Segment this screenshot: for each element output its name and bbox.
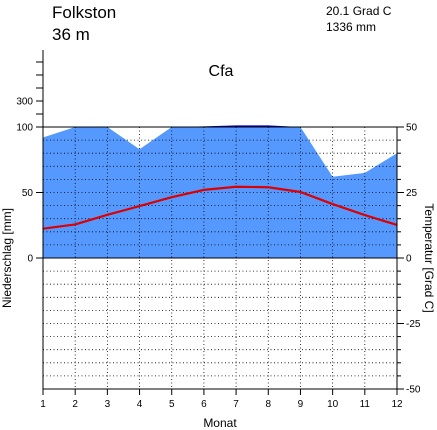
left-axis-title: Niederschlag [mm] [0,208,14,308]
temperature-point [332,203,334,205]
x-tick-label: 11 [360,399,371,410]
right-tick-label: -50 [406,385,421,396]
left-tick-label: 100 [16,123,33,134]
x-tick-label: 9 [298,399,304,410]
temperature-point [267,186,269,188]
station-name: Folkston [52,3,116,22]
precipitation-humid-area [43,127,397,258]
x-axis-title: Monat [203,416,237,430]
temperature-point [299,191,302,193]
left-tick-label: 300 [16,97,33,108]
temperature-point [171,196,173,198]
left-tick-label: 50 [22,188,34,199]
x-tick-label: 7 [233,399,239,410]
precipitation-perhumid-area [43,125,397,127]
station-elevation: 36 m [52,25,90,44]
temperature-point [203,189,205,191]
x-tick-label: 10 [327,399,339,410]
right-tick-label: 25 [406,188,418,199]
koppen-class: Cfa [209,63,234,80]
x-tick-label: 4 [137,399,143,410]
annual-precipitation: 1336 mm [326,20,376,34]
x-tick-label: 12 [391,399,403,410]
temperature-point [235,186,237,188]
right-axis-title: Temperatur [Grad C] [422,203,436,312]
right-tick-label: -25 [406,319,421,330]
x-tick-label: 6 [201,399,207,410]
right-tick-label: 50 [406,123,418,134]
x-tick-label: 5 [169,399,175,410]
right-tick-label: 0 [406,254,412,265]
x-tick-label: 3 [105,399,111,410]
mean-temperature: 20.1 Grad C [326,4,392,18]
temperature-point [138,205,141,207]
x-tick-label: 8 [265,399,271,410]
left-tick-label: 0 [27,254,33,265]
temperature-point [106,214,108,216]
temperature-point [74,223,76,226]
temperature-point [364,214,366,216]
precipitation-area [43,125,397,258]
temperature-line [42,185,398,230]
x-tick-label: 2 [72,399,78,410]
x-tick-label: 1 [40,399,46,410]
temperature-series [42,185,398,230]
